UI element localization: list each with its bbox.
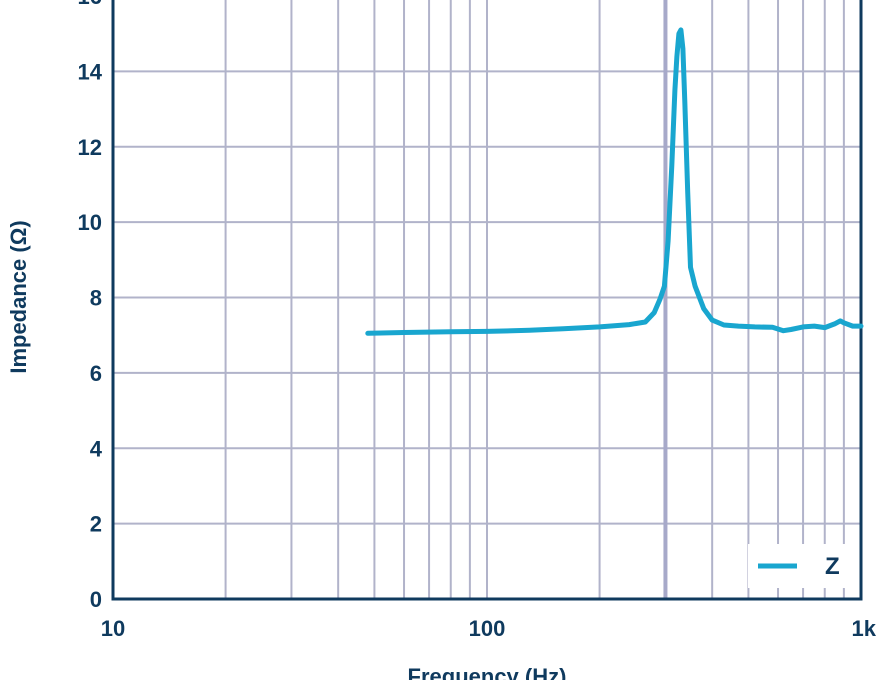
x-tick-label: 1k: [852, 616, 877, 641]
y-tick-labels: 0 2 4 6 8 10 12 14 16: [78, 0, 103, 612]
axes: [111, 0, 863, 601]
x-axis-title: Frequency (Hz): [408, 664, 567, 680]
x-tick-label: 100: [469, 616, 506, 641]
y-tick-label: 8: [90, 286, 102, 311]
y-tick-label: 4: [90, 436, 103, 461]
legend-label-z: Z: [825, 553, 840, 580]
x-tick-labels: 10 100 1k: [101, 616, 877, 641]
series-layer: [365, 27, 864, 336]
y-tick-label: 0: [90, 587, 102, 612]
series-line-z: [365, 27, 864, 336]
y-tick-label: 14: [78, 59, 103, 84]
y-tick-label: 12: [78, 135, 102, 160]
legend: Z: [748, 544, 858, 588]
y-tick-label: 2: [90, 512, 102, 537]
y-tick-label: 6: [90, 361, 102, 386]
y-tick-label: 10: [78, 210, 102, 235]
grid-lines: [113, 0, 861, 600]
x-tick-label: 10: [101, 616, 125, 641]
y-axis-title: Impedance (Ω): [6, 220, 31, 373]
y-tick-label: 16: [78, 0, 102, 9]
